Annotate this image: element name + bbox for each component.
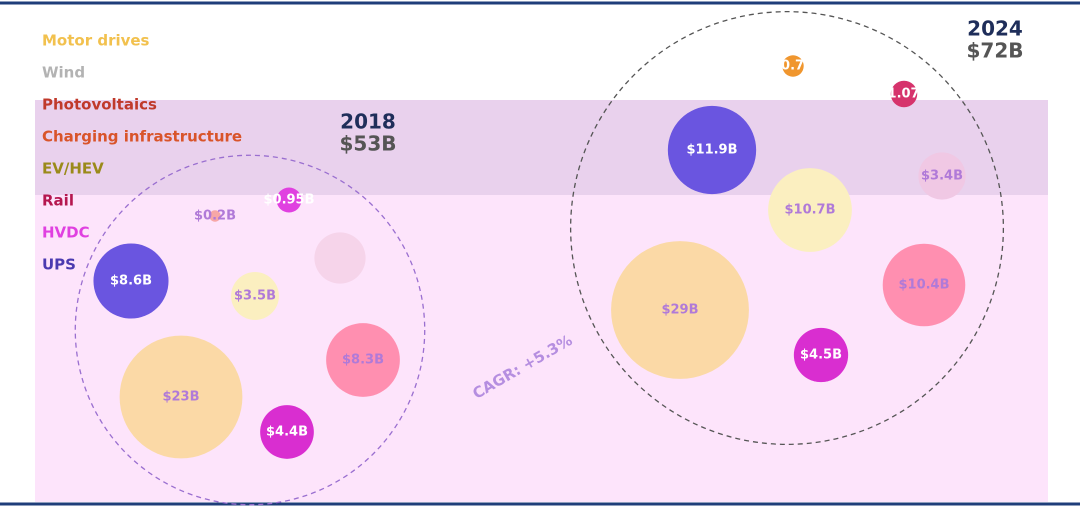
bubble <box>918 152 966 200</box>
bubble <box>119 335 243 459</box>
bubble-label: $10.7B <box>784 203 835 218</box>
bubble <box>231 272 279 320</box>
bubble <box>611 241 749 379</box>
bubble-label: $29B <box>661 303 698 318</box>
group-total: $72B <box>967 39 1024 63</box>
group-title: 2024 <box>967 17 1023 41</box>
bubble-label: $0.2B <box>194 209 236 224</box>
bubble-label: $23B <box>162 390 199 405</box>
bubble-label: $4.5B <box>800 348 842 363</box>
group-outline <box>569 10 1005 446</box>
bubble-label: $8.3B <box>342 353 384 368</box>
bubble-label: $11.9B <box>686 143 737 158</box>
bubble-label: $0.95B <box>263 193 314 208</box>
bubble <box>768 168 852 252</box>
legend-label: UPS <box>42 256 76 274</box>
bubble <box>276 187 302 213</box>
legend-label: HVDC <box>42 224 90 242</box>
bubble <box>209 210 221 222</box>
bubble <box>260 405 314 459</box>
band <box>35 100 1048 195</box>
bubble-label: $3.4B <box>921 169 963 184</box>
bubble <box>326 323 400 397</box>
bubble-label: $1.07B <box>878 87 929 102</box>
bubble <box>667 105 757 195</box>
bubble-label: $3.5B <box>234 289 276 304</box>
bubble <box>314 232 366 284</box>
legend-label: Photovoltaics <box>42 96 157 114</box>
bubble <box>890 80 918 108</box>
bubble-label: $4.4B <box>266 425 308 440</box>
legend-label: Rail <box>42 192 74 210</box>
bubble-label: $10.4B <box>898 278 949 293</box>
group-total: $53B <box>340 132 397 156</box>
group-outline <box>74 154 426 506</box>
bubble <box>882 243 966 327</box>
legend-label: Charging infrastructure <box>42 128 242 146</box>
bubble <box>793 327 849 383</box>
group-title: 2018 <box>340 110 396 134</box>
bubble-label: $8.6B <box>110 274 152 289</box>
legend-label: EV/HEV <box>42 160 104 178</box>
legend-label: Wind <box>42 64 85 82</box>
legend-label: Motor drives <box>42 32 150 50</box>
bubble <box>93 243 169 319</box>
bubble <box>782 55 804 77</box>
bubble-label: $0.7B <box>772 59 814 74</box>
